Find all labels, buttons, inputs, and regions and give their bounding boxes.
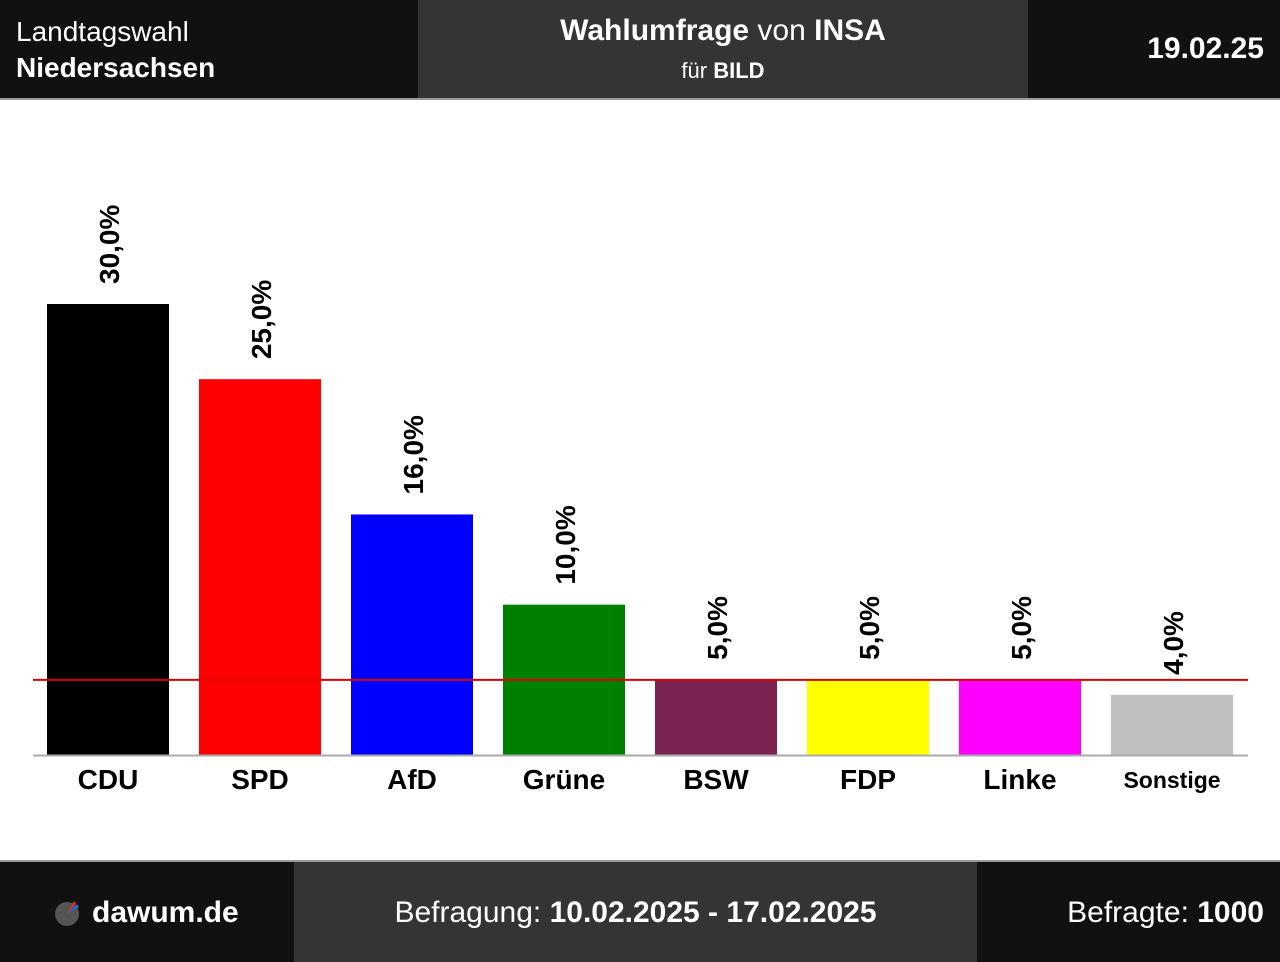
category-label-grüne: Grüne [523, 764, 605, 795]
publication-date: 19.02.25 [1147, 32, 1264, 65]
poll-by: von [757, 14, 806, 47]
header-bar: Landtagswahl Niedersachsen Wahlumfrage v… [0, 0, 1280, 100]
dawum-logo-icon [55, 901, 79, 926]
survey-period: Befragung: 10.02.2025 - 17.02.2025 [294, 896, 977, 930]
poll-title: Wahlumfrage von INSA [418, 14, 1028, 48]
brand[interactable]: dawum.de [54, 896, 239, 930]
bar-afd [351, 514, 473, 755]
category-label-afd: AfD [387, 764, 437, 795]
bar-chart: 30,0% CDU 25,0% SPD 16,0% AfD 10,0% Grüne 5,0% BS… [33, 205, 1248, 795]
brand-panel: dawum.de [0, 862, 294, 962]
respondents-value: 1000 [1197, 896, 1264, 929]
category-label-sonstige: Sonstige [1123, 767, 1220, 793]
value-label-bsw: 5,0% [702, 596, 733, 660]
respondents: Befragte: 1000 [1067, 896, 1264, 930]
election-type: Landtagswahl [16, 16, 189, 47]
bar-bsw [655, 679, 777, 755]
poll-word: Wahlumfrage [560, 14, 750, 47]
brand-name: dawum.de [92, 896, 239, 929]
bar-spd [199, 379, 321, 755]
election-panel: Landtagswahl Niedersachsen [0, 0, 418, 98]
category-label-linke: Linke [983, 764, 1056, 795]
poll-panel: Wahlumfrage von INSA für BILD [418, 0, 1028, 98]
period-label: Befragung: [394, 896, 542, 929]
date-panel: 19.02.25 [1028, 0, 1280, 98]
category-label-spd: SPD [231, 764, 289, 795]
bar-linke [959, 679, 1081, 755]
value-label-spd: 25,0% [246, 280, 277, 359]
poll-institute: INSA [814, 14, 886, 47]
bar-sonstige [1111, 694, 1233, 755]
value-label-grüne: 10,0% [550, 505, 581, 584]
client-name: BILD [713, 58, 765, 83]
category-label-cdu: CDU [78, 764, 139, 795]
value-label-linke: 5,0% [1006, 596, 1037, 660]
period-value: 10.02.2025 - 17.02.2025 [549, 896, 877, 929]
respondents-label: Befragte: [1067, 896, 1189, 929]
value-label-afd: 16,0% [398, 415, 429, 494]
category-label-fdp: FDP [840, 764, 896, 795]
value-label-cdu: 30,0% [94, 205, 125, 284]
value-label-sonstige: 4,0% [1158, 611, 1189, 675]
respondents-panel: Befragte: 1000 [977, 862, 1280, 962]
category-label-bsw: BSW [683, 764, 749, 795]
value-label-fdp: 5,0% [854, 596, 885, 660]
poll-client: für BILD [418, 58, 1028, 84]
for-word: für [681, 58, 708, 83]
period-panel: Befragung: 10.02.2025 - 17.02.2025 [294, 862, 977, 962]
bar-cdu [47, 304, 169, 755]
election-region: Niedersachsen [16, 52, 216, 83]
bar-fdp [807, 679, 929, 755]
footer-bar: dawum.de Befragung: 10.02.2025 - 17.02.2… [0, 860, 1280, 962]
